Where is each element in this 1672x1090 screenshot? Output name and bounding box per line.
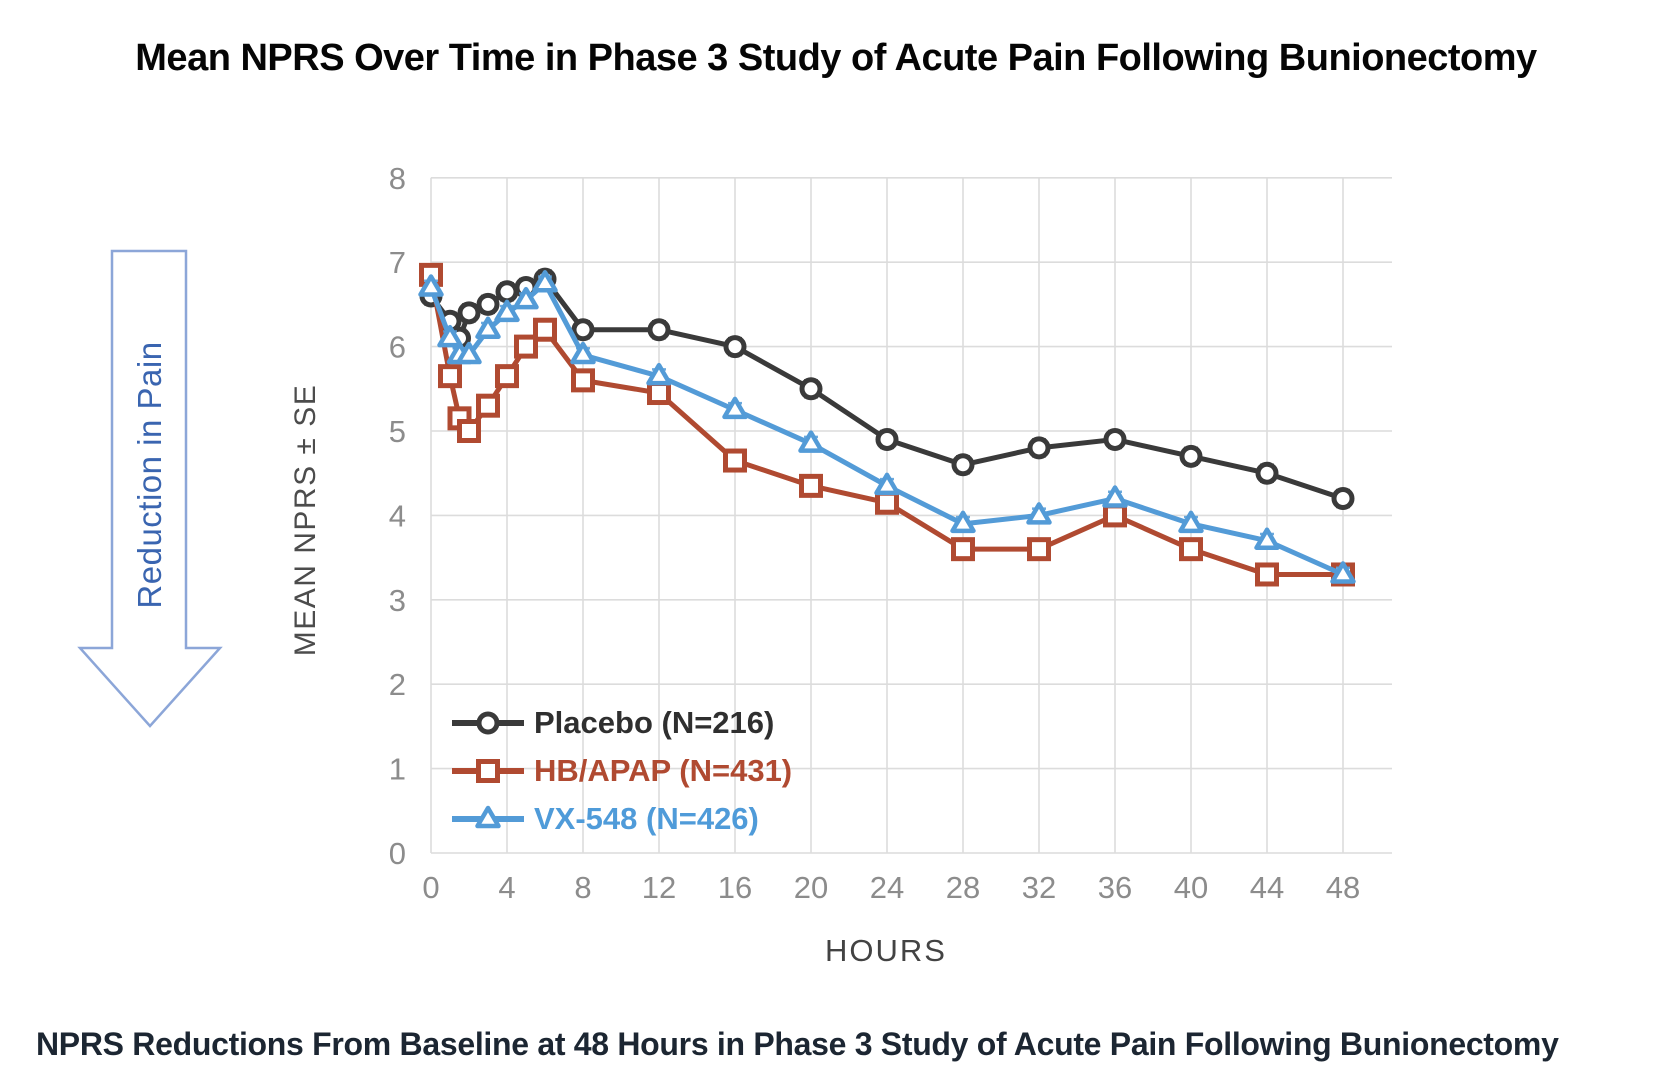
legend-marker-vx548-triangle-icon <box>452 805 524 829</box>
svg-text:8: 8 <box>389 161 406 196</box>
svg-text:40: 40 <box>1174 870 1208 905</box>
svg-text:0: 0 <box>422 870 439 905</box>
svg-text:24: 24 <box>870 870 904 905</box>
svg-text:1: 1 <box>389 752 406 787</box>
figure-caption: NPRS Reductions From Baseline at 48 Hour… <box>36 1026 1559 1062</box>
legend-marker-placebo-circle-icon <box>452 711 524 735</box>
series-2 <box>418 270 1356 584</box>
svg-text:36: 36 <box>1098 870 1132 905</box>
legend-label-hb-apap: HB/APAP (N=431) <box>534 753 793 788</box>
svg-text:3: 3 <box>389 583 406 618</box>
legend-label-placebo: Placebo (N=216) <box>534 705 775 740</box>
legend-item-vx548: VX-548 (N=426) <box>448 795 792 843</box>
svg-text:6: 6 <box>389 330 406 365</box>
chart-title: Mean NPRS Over Time in Phase 3 Study of … <box>135 37 1537 80</box>
svg-text:2: 2 <box>389 667 406 702</box>
svg-text:48: 48 <box>1326 870 1360 905</box>
chart-legend: Placebo (N=216) HB/APAP (N=431) VX-548 (… <box>448 699 792 843</box>
reduction-in-pain-arrow: Reduction in Pain <box>77 249 223 728</box>
legend-marker-hbapap-square-icon <box>452 759 524 783</box>
svg-text:7: 7 <box>389 245 406 280</box>
legend-item-placebo: Placebo (N=216) <box>448 699 792 747</box>
y-axis-title: MEAN NPRS ± SE <box>289 383 322 657</box>
svg-text:44: 44 <box>1250 870 1284 905</box>
x-axis-title: HOURS <box>825 933 947 968</box>
svg-text:16: 16 <box>718 870 752 905</box>
legend-item-hb-apap: HB/APAP (N=431) <box>448 747 792 795</box>
svg-text:5: 5 <box>389 414 406 449</box>
legend-label-vx548: VX-548 (N=426) <box>534 801 759 836</box>
svg-text:8: 8 <box>574 870 591 905</box>
svg-text:4: 4 <box>389 498 406 533</box>
svg-text:20: 20 <box>794 870 828 905</box>
svg-text:28: 28 <box>946 870 980 905</box>
svg-text:0: 0 <box>389 836 406 871</box>
svg-text:4: 4 <box>498 870 515 905</box>
svg-text:12: 12 <box>642 870 676 905</box>
down-arrow-icon <box>77 249 223 728</box>
svg-text:32: 32 <box>1022 870 1056 905</box>
